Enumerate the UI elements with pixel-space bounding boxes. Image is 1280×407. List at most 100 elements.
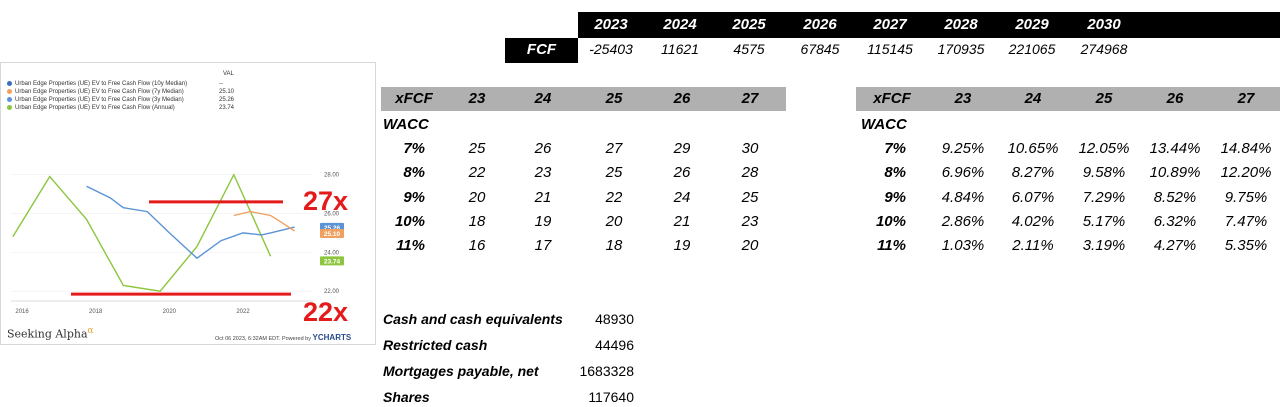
legend-entry: Urban Edge Properties (UE) EV to Free Ca…	[7, 89, 184, 95]
table-cell: 8.27%	[1011, 164, 1055, 182]
legend-value: 25.26	[219, 97, 235, 103]
table-cell: 19	[534, 212, 552, 230]
balance-value: 48930	[595, 311, 634, 327]
end-label-text: 23.74	[324, 258, 341, 265]
y-tick-label: 26.00	[324, 212, 340, 218]
table-col-header: 26	[1166, 90, 1184, 107]
legend-name: Urban Edge Properties (UE) EV to Free Ca…	[15, 97, 184, 104]
fcf-year: 2029	[1015, 16, 1049, 33]
x-tick-label: 2018	[89, 309, 103, 315]
x-tick-label: 2022	[236, 309, 250, 315]
table-cell: 7.29%	[1082, 188, 1126, 206]
fcf-year: 2028	[944, 16, 978, 33]
table-col-header: 25	[605, 90, 623, 107]
table-cell: 18	[468, 212, 486, 230]
table-col-header: 25	[1095, 90, 1113, 107]
legend-entry: Urban Edge Properties (UE) EV to Free Ca…	[7, 105, 175, 111]
balance-label: Restricted cash	[383, 337, 488, 353]
y-tick-label: 24.00	[324, 250, 340, 256]
fcf-value: 67845	[800, 41, 840, 57]
fcf-label-cell	[505, 38, 578, 63]
table-cell: 29	[673, 140, 691, 157]
fcf-value: 11621	[661, 41, 699, 57]
table-cell: 6.32%	[1153, 212, 1197, 230]
fcf-year: 2025	[732, 16, 766, 33]
table-cell: 2.86%	[941, 212, 985, 230]
table-cell: 18	[605, 237, 623, 255]
end-label-tag	[320, 229, 344, 238]
balance-label: Mortgages payable, net	[383, 363, 539, 379]
table-cell: 20	[468, 188, 486, 206]
table-cell: 7.47%	[1224, 212, 1268, 230]
legend-name: Urban Edge Properties (UE) EV to Free Ca…	[15, 105, 175, 112]
fcf-value: 170935	[937, 41, 985, 57]
legend-swatch	[7, 89, 12, 94]
return-table-header	[856, 87, 1280, 111]
legend-entry: Urban Edge Properties (UE) EV to Free Ca…	[7, 97, 184, 103]
table-corner: xFCF	[873, 90, 911, 107]
fcf-year: 2027	[873, 16, 907, 33]
balance-value: 1683328	[579, 363, 634, 379]
series-line	[86, 185, 295, 260]
table-col-header: 27	[1237, 90, 1255, 107]
table-cell: 6.96%	[941, 164, 985, 182]
table-cell: 4.84%	[941, 188, 985, 206]
table-cell: 21	[534, 188, 552, 206]
wacc-header: WACC	[383, 116, 429, 133]
price-table-header	[381, 87, 786, 111]
end-label-text: 25.26	[324, 225, 341, 232]
legend-entry: Urban Edge Properties (UE) EV to Free Ca…	[7, 81, 187, 87]
table-col-header: 23	[468, 90, 486, 107]
table-cell: 25	[741, 188, 759, 206]
y-tick-label: 22.00	[324, 289, 340, 295]
chart-plot: 2016 2018 2020 2022 22.00 24.00 26.00 28.00 25.2…	[11, 173, 348, 327]
table-cell: 1.03%	[941, 237, 985, 255]
wacc-header: WACC	[861, 116, 907, 133]
table-cell: 12.20%	[1220, 164, 1272, 182]
table-cell: 2.11%	[1012, 237, 1054, 255]
table-cell: 19	[673, 237, 691, 255]
balance-label: Cash and cash equivalents	[383, 311, 563, 327]
table-corner: xFCF	[395, 90, 433, 107]
table-cell: 14.84%	[1220, 140, 1272, 157]
table-cell: 25	[468, 140, 486, 157]
legend-value: 23.74	[219, 105, 235, 111]
legend-value: 25.10	[219, 89, 235, 95]
legend-swatch	[7, 81, 12, 86]
table-cell: 5.17%	[1082, 212, 1126, 230]
wacc-rate: 11%	[396, 237, 425, 255]
table-cell: 23	[741, 212, 759, 230]
table-col-header: 24	[534, 90, 552, 107]
x-tick-label: 2016	[15, 309, 29, 315]
fcf-value: 4575	[733, 41, 765, 57]
table-cell: 20	[605, 212, 623, 230]
table-cell: 22	[605, 188, 623, 206]
table-cell: 9.25%	[941, 140, 985, 157]
table-cell: 21	[673, 212, 691, 230]
fcf-year: 2024	[663, 16, 697, 33]
table-cell: 6.07%	[1011, 188, 1055, 206]
fcf-value: 115145	[867, 41, 913, 57]
wacc-rate: 9%	[884, 188, 906, 206]
table-col-header: 24	[1024, 90, 1042, 107]
fcf-year: 2026	[803, 16, 837, 33]
fcf-year: 2023	[594, 16, 628, 33]
table-cell: 20	[741, 237, 759, 255]
x-tick-label: 2020	[163, 309, 177, 315]
fcf-year: 2030	[1087, 16, 1121, 33]
annotation-27x: 27x	[303, 186, 348, 216]
table-cell: 9.58%	[1082, 164, 1126, 182]
table-cell: 28	[741, 164, 759, 182]
legend-name: Urban Edge Properties (UE) EV to Free Ca…	[15, 89, 184, 96]
ycharts-logo: YCHARTS	[312, 333, 352, 342]
fcf-value: 221065	[1008, 41, 1056, 57]
table-cell: 5.35%	[1224, 237, 1268, 255]
balance-value: 44496	[595, 337, 634, 353]
table-cell: 25	[605, 164, 623, 182]
table-cell: 30	[741, 140, 759, 157]
balance-value: 117640	[588, 389, 634, 405]
table-cell: 16	[468, 237, 486, 255]
table-cell: 27	[605, 140, 623, 157]
brand-logo: Seeking Alphaα	[7, 326, 94, 341]
wacc-rate: 9%	[403, 188, 425, 206]
